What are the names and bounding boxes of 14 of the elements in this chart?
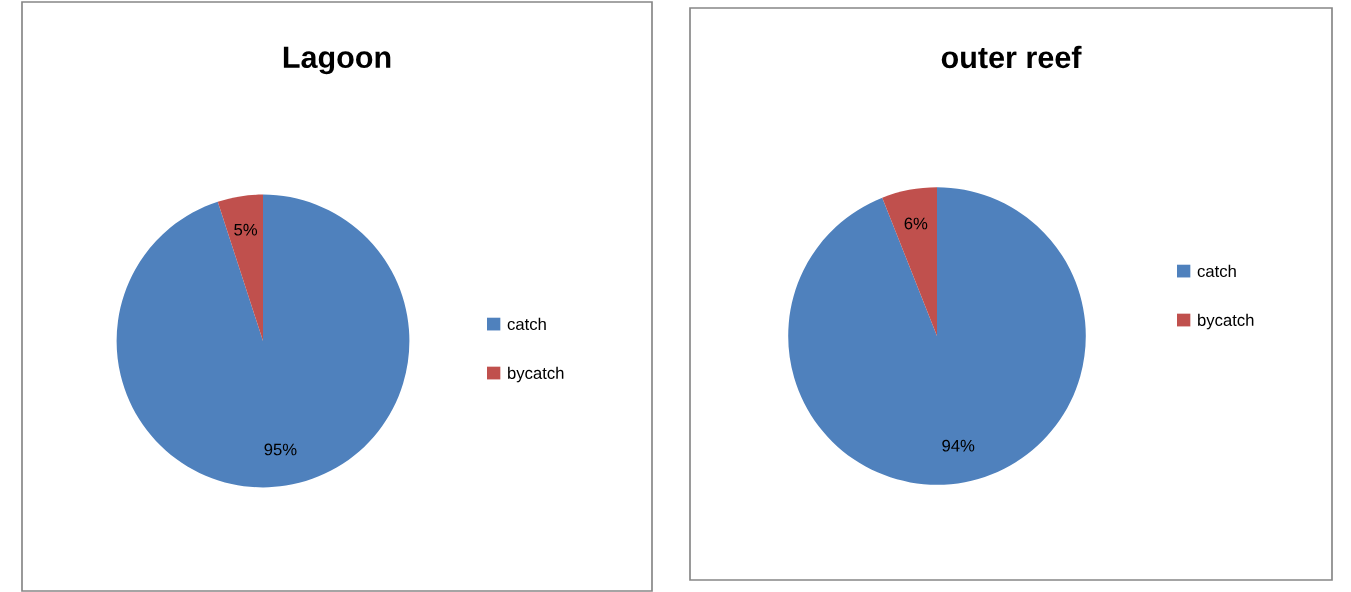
- pie-slice: [217, 194, 263, 341]
- chart-title: Lagoon: [283, 46, 391, 75]
- data-label: 5%: [234, 223, 258, 236]
- pie-slice: [788, 187, 1086, 485]
- legend-label: bycatch: [1198, 313, 1254, 330]
- data-label: 6%: [904, 217, 928, 230]
- pie-slice: [116, 194, 410, 488]
- data-label: 94%: [942, 439, 975, 452]
- legend-label: bycatch: [508, 366, 564, 383]
- pie-slice: [882, 187, 937, 336]
- chart-title: outer reef: [941, 45, 1082, 69]
- data-label: 95%: [264, 443, 297, 456]
- legend-label: catch: [1197, 264, 1236, 278]
- legend-label: catch: [507, 317, 546, 331]
